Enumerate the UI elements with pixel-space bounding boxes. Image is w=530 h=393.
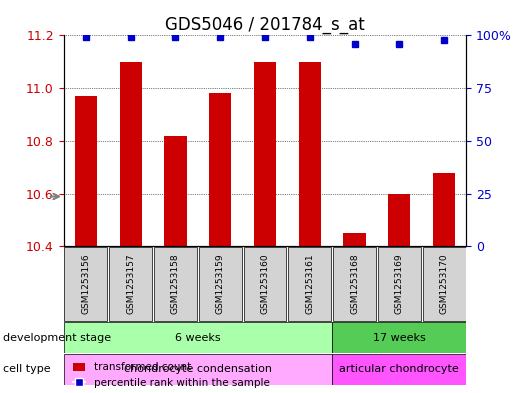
FancyBboxPatch shape [332,354,466,384]
Text: GSM1253158: GSM1253158 [171,254,180,314]
Text: GSM1253169: GSM1253169 [395,254,404,314]
FancyBboxPatch shape [243,247,287,321]
FancyBboxPatch shape [288,247,331,321]
FancyBboxPatch shape [65,247,108,321]
Bar [388,194,410,246]
Text: GSM1253160: GSM1253160 [261,254,269,314]
Title: GDS5046 / 201784_s_at: GDS5046 / 201784_s_at [165,16,365,34]
Bar [298,62,321,246]
Text: 6 weeks: 6 weeks [175,332,220,343]
Bar [75,96,97,246]
Text: GSM1253161: GSM1253161 [305,254,314,314]
Text: development stage: development stage [3,332,111,343]
FancyBboxPatch shape [378,247,421,321]
FancyBboxPatch shape [64,322,332,353]
FancyBboxPatch shape [422,247,465,321]
Bar [209,94,232,246]
FancyBboxPatch shape [64,354,332,384]
Text: cell type: cell type [3,364,50,374]
FancyBboxPatch shape [199,247,242,321]
Text: GSM1253157: GSM1253157 [126,254,135,314]
Bar [343,233,366,246]
Text: articular chondrocyte: articular chondrocyte [339,364,459,374]
FancyBboxPatch shape [332,322,466,353]
FancyBboxPatch shape [333,247,376,321]
Bar [164,136,187,246]
FancyBboxPatch shape [109,247,152,321]
Text: GSM1253168: GSM1253168 [350,254,359,314]
Text: GSM1253159: GSM1253159 [216,254,225,314]
Text: GSM1253170: GSM1253170 [439,254,448,314]
Text: chondrocyte condensation: chondrocyte condensation [124,364,272,374]
Legend: transformed count, percentile rank within the sample: transformed count, percentile rank withi… [69,358,274,392]
FancyBboxPatch shape [154,247,197,321]
Bar [120,62,142,246]
Text: 17 weeks: 17 weeks [373,332,426,343]
Bar [433,173,455,246]
Text: GSM1253156: GSM1253156 [82,254,91,314]
Bar [254,62,276,246]
